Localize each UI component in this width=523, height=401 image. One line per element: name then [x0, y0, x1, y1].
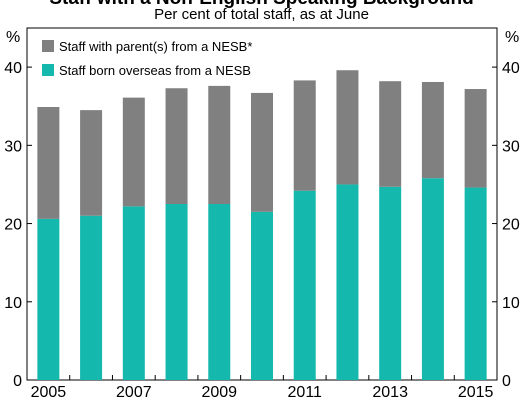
x-tick-label: 2005 [31, 384, 67, 401]
bar-segment [208, 204, 231, 380]
bar-segment [37, 218, 60, 380]
legend-swatch-born-overseas [42, 64, 54, 76]
bar-segment [336, 184, 359, 380]
x-tick-label: 2015 [458, 384, 494, 401]
legend-label-parents: Staff with parent(s) from a NESB* [59, 39, 252, 54]
bar-segment [165, 88, 188, 204]
bar-segment [165, 204, 188, 380]
right-unit-label: % [505, 29, 519, 46]
y-tick-label-left: 10 [4, 295, 22, 312]
bar-segment [251, 92, 273, 212]
y-tick-label-left: 30 [4, 138, 22, 155]
y-tick-label-left: 20 [4, 217, 22, 234]
legend-label-born-overseas: Staff born overseas from a NESB [59, 63, 251, 78]
legend-swatch-parents [42, 40, 54, 52]
y-tick-label-left: 0 [13, 373, 22, 390]
y-tick-label-right: 40 [502, 60, 520, 77]
x-tick-label: 2009 [201, 384, 237, 401]
x-tick-label: 2013 [372, 384, 408, 401]
bar-segment [379, 186, 402, 380]
y-tick-label-right: 0 [502, 373, 511, 390]
legend: Staff with parent(s) from a NESB* Staff … [42, 39, 252, 78]
left-y-axis: 0 10 20 30 40 [4, 60, 32, 390]
bar-segment [379, 81, 402, 187]
bar-segment [293, 190, 316, 380]
y-tick-label-right: 30 [502, 138, 520, 155]
right-y-axis: 0 10 20 30 40 [492, 60, 520, 390]
bar-segment [421, 178, 444, 380]
bar-segment [464, 89, 487, 188]
bar-segment [122, 97, 145, 207]
bar-segment [80, 215, 103, 380]
x-tick-label: 2007 [116, 384, 152, 401]
bar-segment [208, 85, 231, 204]
bar-segment [122, 206, 145, 380]
y-tick-label-right: 20 [502, 217, 520, 234]
chart-title: Staff with a Non-English Speaking Backgr… [0, 0, 523, 10]
bar-segment [293, 80, 316, 191]
bars-group [37, 70, 487, 380]
chart-subtitle: Per cent of total staff, as at June [154, 6, 369, 23]
x-axis: 2005 2007 2009 2011 2013 2015 [31, 375, 494, 401]
bar-segment [251, 211, 273, 380]
left-unit-label: % [6, 29, 20, 46]
bar-segment [421, 81, 444, 179]
bar-segment [80, 110, 103, 216]
bar-segment [37, 107, 60, 219]
bar-segment [336, 70, 359, 185]
y-tick-label-left: 40 [4, 60, 22, 77]
x-tick-label: 2011 [288, 384, 323, 401]
bar-segment [464, 187, 487, 380]
y-tick-label-right: 10 [502, 295, 520, 312]
